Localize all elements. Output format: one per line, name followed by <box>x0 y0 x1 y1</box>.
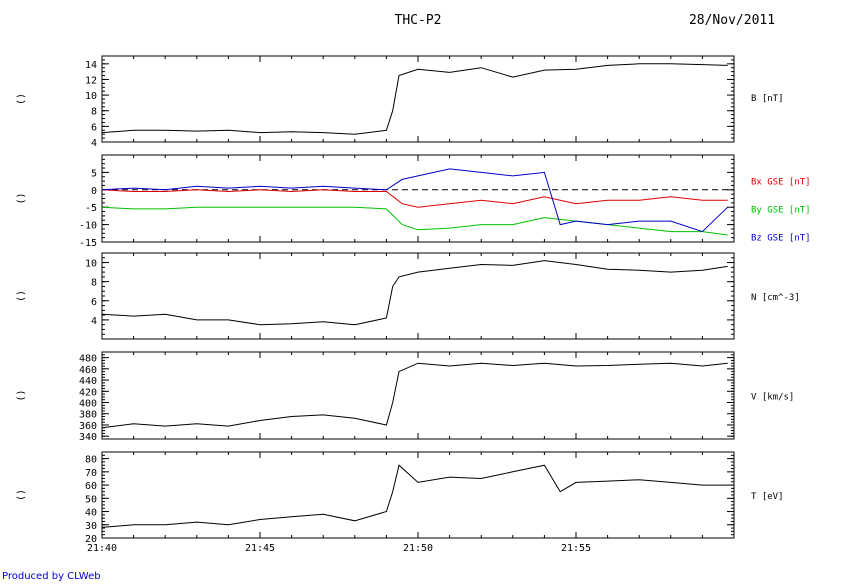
y-tick-label: 20 <box>85 534 97 545</box>
panel-left-label: () <box>16 290 27 302</box>
y-tick-label: 400 <box>79 399 97 410</box>
y-tick-label: 50 <box>85 494 97 505</box>
y-tick-label: 40 <box>85 508 97 519</box>
y-tick-label: -15 <box>79 238 97 249</box>
y-tick-label: 4 <box>91 316 97 327</box>
panel-left-label: () <box>16 389 27 401</box>
series-line-n <box>101 260 728 326</box>
y-tick-label: 360 <box>79 421 97 432</box>
series-line-v <box>101 362 728 429</box>
y-tick-label: 5 <box>91 168 97 179</box>
series-label: T [eV] <box>751 492 784 502</box>
panels-group: 4 6 8 10 12 14 () B [nT] -15 -10 -5 0 5 () Bx GSE [nT]… <box>16 55 811 545</box>
panel-b-gse: -15 -10 -5 0 5 () Bx GSE [nT] By GSE [nT] Bz GSE… <box>16 154 811 249</box>
y-tick-label: 0 <box>91 186 97 197</box>
x-tick-label: 21:50 <box>403 543 433 554</box>
panel-left-label: () <box>16 192 27 204</box>
series-line-by <box>101 206 728 236</box>
y-tick-label: 10 <box>85 259 97 270</box>
series-line-b <box>101 63 728 135</box>
y-tick-label: 60 <box>85 481 97 492</box>
series-label: By GSE [nT] <box>751 206 811 216</box>
y-tick-label: 8 <box>91 107 97 118</box>
series-label: Bx GSE [nT] <box>751 178 811 188</box>
figure-date: 28/Nov/2011 <box>689 13 775 28</box>
panel-left-label: () <box>16 93 27 105</box>
x-axis-time-labels: 21:40 21:45 21:50 21:55 <box>87 543 591 554</box>
y-tick-label: -10 <box>79 221 97 232</box>
y-tick-label: 70 <box>85 468 97 479</box>
y-tick-label: 8 <box>91 278 97 289</box>
panel-n: 4 6 8 10 () N [cm^-3] <box>16 252 800 340</box>
panel-left-label: () <box>16 489 27 501</box>
series-line-t <box>101 464 728 528</box>
figure-title: THC-P2 <box>395 13 442 28</box>
series-label: B [nT] <box>751 94 784 104</box>
panel-b: 4 6 8 10 12 14 () B [nT] <box>16 55 784 149</box>
y-tick-label: 14 <box>85 60 97 71</box>
y-tick-label: -5 <box>85 203 97 214</box>
series-label: Bz GSE [nT] <box>751 234 811 244</box>
y-tick-label: 4 <box>91 138 97 149</box>
series-label: N [cm^-3] <box>751 293 800 303</box>
panel-frame <box>101 351 735 440</box>
panel-frame <box>101 252 735 340</box>
series-line-bx <box>101 189 728 208</box>
panel-frame <box>101 451 735 539</box>
footer-credit: Produced by CLWeb <box>2 571 101 582</box>
x-tick-label: 21:45 <box>245 543 275 554</box>
y-tick-label: 80 <box>85 455 97 466</box>
series-label: V [km/s] <box>751 393 794 403</box>
x-tick-label: 21:40 <box>87 543 117 554</box>
y-tick-label: 440 <box>79 376 97 387</box>
y-tick-label: 460 <box>79 365 97 376</box>
y-tick-label: 480 <box>79 354 97 365</box>
series-line-bz <box>101 168 729 233</box>
y-tick-label: 6 <box>91 297 97 308</box>
y-tick-label: 10 <box>85 91 97 102</box>
y-tick-label: 12 <box>85 75 97 86</box>
y-tick-label: 340 <box>79 432 97 443</box>
x-tick-label: 21:55 <box>561 543 591 554</box>
y-tick-label: 420 <box>79 387 97 398</box>
y-tick-label: 30 <box>85 521 97 532</box>
y-tick-label: 6 <box>91 122 97 133</box>
y-tick-label: 380 <box>79 410 97 421</box>
panel-t: 20 30 40 50 60 70 80 () T [eV] <box>16 451 784 545</box>
panel-frame <box>101 154 735 243</box>
